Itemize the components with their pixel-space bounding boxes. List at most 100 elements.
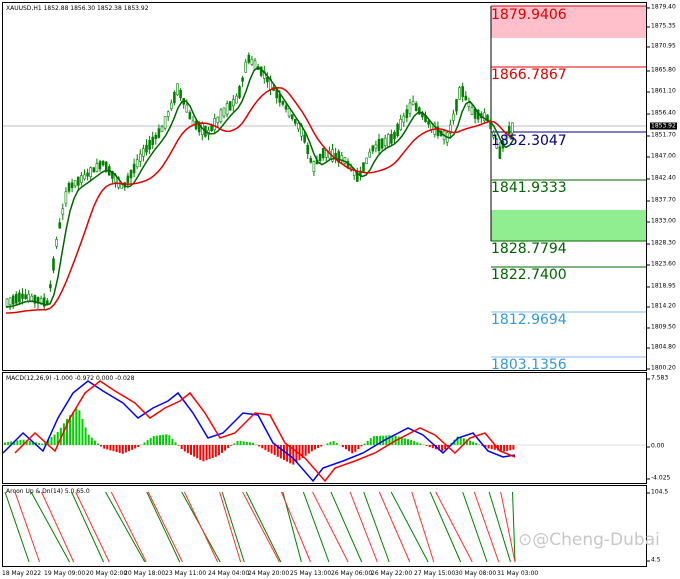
candle-body	[157, 128, 161, 138]
candle-body	[228, 101, 232, 111]
candle-body	[402, 115, 406, 123]
price-tick: 1837.70	[647, 196, 676, 204]
candle-body	[414, 103, 418, 111]
macd-histogram-bar	[484, 445, 487, 448]
macd-histogram-bar	[149, 437, 152, 445]
macd-histogram-bar	[478, 444, 481, 445]
candle-body	[89, 167, 92, 177]
macd-histogram-bar	[261, 445, 264, 449]
aroon-axis: 104.5 4.5	[646, 485, 680, 567]
macd-histogram-bar	[59, 427, 62, 445]
macd-histogram-bar	[419, 443, 422, 445]
candle-body	[411, 101, 415, 106]
candle-body	[154, 134, 158, 140]
level-label: 1812.9694	[491, 312, 567, 328]
candle-body	[5, 298, 9, 307]
macd-histogram-bar	[487, 445, 490, 449]
time-tick: 20 May 18:00	[124, 570, 166, 577]
macd-histogram-bar	[360, 445, 363, 447]
macd-histogram-bar	[298, 445, 301, 461]
candle-body	[80, 175, 83, 183]
macd-histogram-bar	[4, 442, 6, 445]
macd-histogram-bar	[345, 445, 347, 450]
candle-body	[132, 163, 136, 174]
macd-histogram-bar	[307, 445, 310, 454]
candle-body	[371, 145, 375, 152]
macd-histogram-bar	[10, 441, 13, 445]
candle-body	[377, 138, 381, 152]
candle-body	[365, 157, 368, 164]
candle-body	[98, 161, 102, 170]
macd-histogram-bar	[509, 445, 512, 451]
candle-body	[30, 295, 34, 302]
macd-histogram-bar	[143, 442, 146, 445]
macd-histogram-bar	[186, 445, 189, 454]
candle-body	[185, 104, 189, 113]
macd-histogram-bar	[295, 445, 298, 463]
candle-body	[61, 208, 65, 215]
price-chart-panel[interactable]: XAUUSD,H1 1852.88 1856.30 1852.38 1853.9…	[2, 2, 647, 371]
candle-body	[8, 297, 12, 306]
current-price-badge: 1853.92	[650, 122, 677, 130]
candle-body	[160, 126, 164, 132]
candle-body	[126, 175, 130, 184]
candle-body	[21, 293, 24, 299]
candle-body	[15, 294, 18, 304]
candle-body	[417, 107, 421, 115]
macd-histogram-bar	[53, 434, 56, 445]
macd-histogram-bar	[493, 445, 496, 450]
macd-histogram-bar	[428, 445, 431, 448]
macd-histogram-bar	[413, 441, 416, 445]
candle-body	[179, 90, 182, 99]
candle-body	[213, 118, 216, 131]
macd-histogram-bar	[44, 442, 47, 445]
macd-tick-bottom: -4.025	[646, 474, 671, 482]
price-tick: 1809.50	[647, 323, 676, 331]
macd-histogram-bar	[273, 445, 276, 456]
candle-body	[58, 222, 62, 229]
macd-line	[3, 380, 516, 483]
macd-histogram-bar	[465, 439, 468, 445]
price-tick: 1818.95	[647, 282, 676, 290]
candle-body	[92, 167, 96, 173]
candle-body	[321, 147, 325, 159]
macd-histogram-bar	[233, 443, 236, 445]
candle-body	[170, 102, 173, 110]
macd-histogram-bar	[106, 445, 109, 450]
macd-histogram-bar	[425, 445, 428, 446]
macd-histogram-bar	[205, 445, 208, 461]
macd-histogram-bar	[388, 435, 391, 445]
macd-histogram-bar	[134, 445, 137, 449]
time-tick: 27 May 15:00	[414, 570, 456, 577]
macd-histogram-bar	[363, 443, 366, 445]
macd-histogram-bar	[174, 442, 177, 445]
candle-body	[73, 180, 77, 187]
macd-tick-top: 7.583	[646, 374, 669, 382]
candle-body	[312, 161, 316, 172]
symbol-info: XAUUSD,H1 1852.88 1856.30 1852.38 1853.9…	[6, 5, 149, 12]
time-tick: 19 May 09:00	[44, 570, 86, 577]
macd-histogram-bar	[214, 445, 217, 457]
time-tick: 24 May 04:00	[208, 570, 250, 577]
macd-histogram-bar	[217, 445, 220, 456]
macd-histogram-bar	[320, 445, 323, 447]
macd-histogram-bar	[211, 445, 214, 458]
signal-line	[14, 380, 516, 483]
aroon-tick-top: 104.5	[646, 488, 669, 496]
price-axis: 1879.40 1875.35 1870.95 1865.80 1861.10 1856.…	[647, 2, 680, 372]
candle-body	[318, 153, 322, 161]
macd-histogram-bar	[171, 438, 174, 445]
macd-histogram-bar	[283, 445, 285, 461]
aroon-label: Aroon Up & Dn(14) 5.0 65.0	[6, 488, 90, 495]
time-tick: 26 May 22:00	[371, 570, 413, 577]
time-tick: 20 May 02:00	[86, 570, 128, 577]
macd-histogram-bar	[438, 445, 440, 451]
macd-label: MACD(12,26,9) -1.000 -0.972 0.000 -0.028	[6, 375, 135, 382]
macd-histogram-bar	[276, 445, 279, 457]
macd-histogram-bar	[62, 423, 65, 445]
candle-body	[297, 122, 300, 130]
macd-histogram-bar	[407, 439, 409, 445]
macd-panel[interactable]: MACD(12,26,9) -1.000 -0.972 0.000 -0.028	[2, 372, 647, 484]
aroon-panel[interactable]: Aroon Up & Dn(14) 5.0 65.0	[2, 485, 647, 567]
macd-histogram-bar	[372, 436, 375, 445]
